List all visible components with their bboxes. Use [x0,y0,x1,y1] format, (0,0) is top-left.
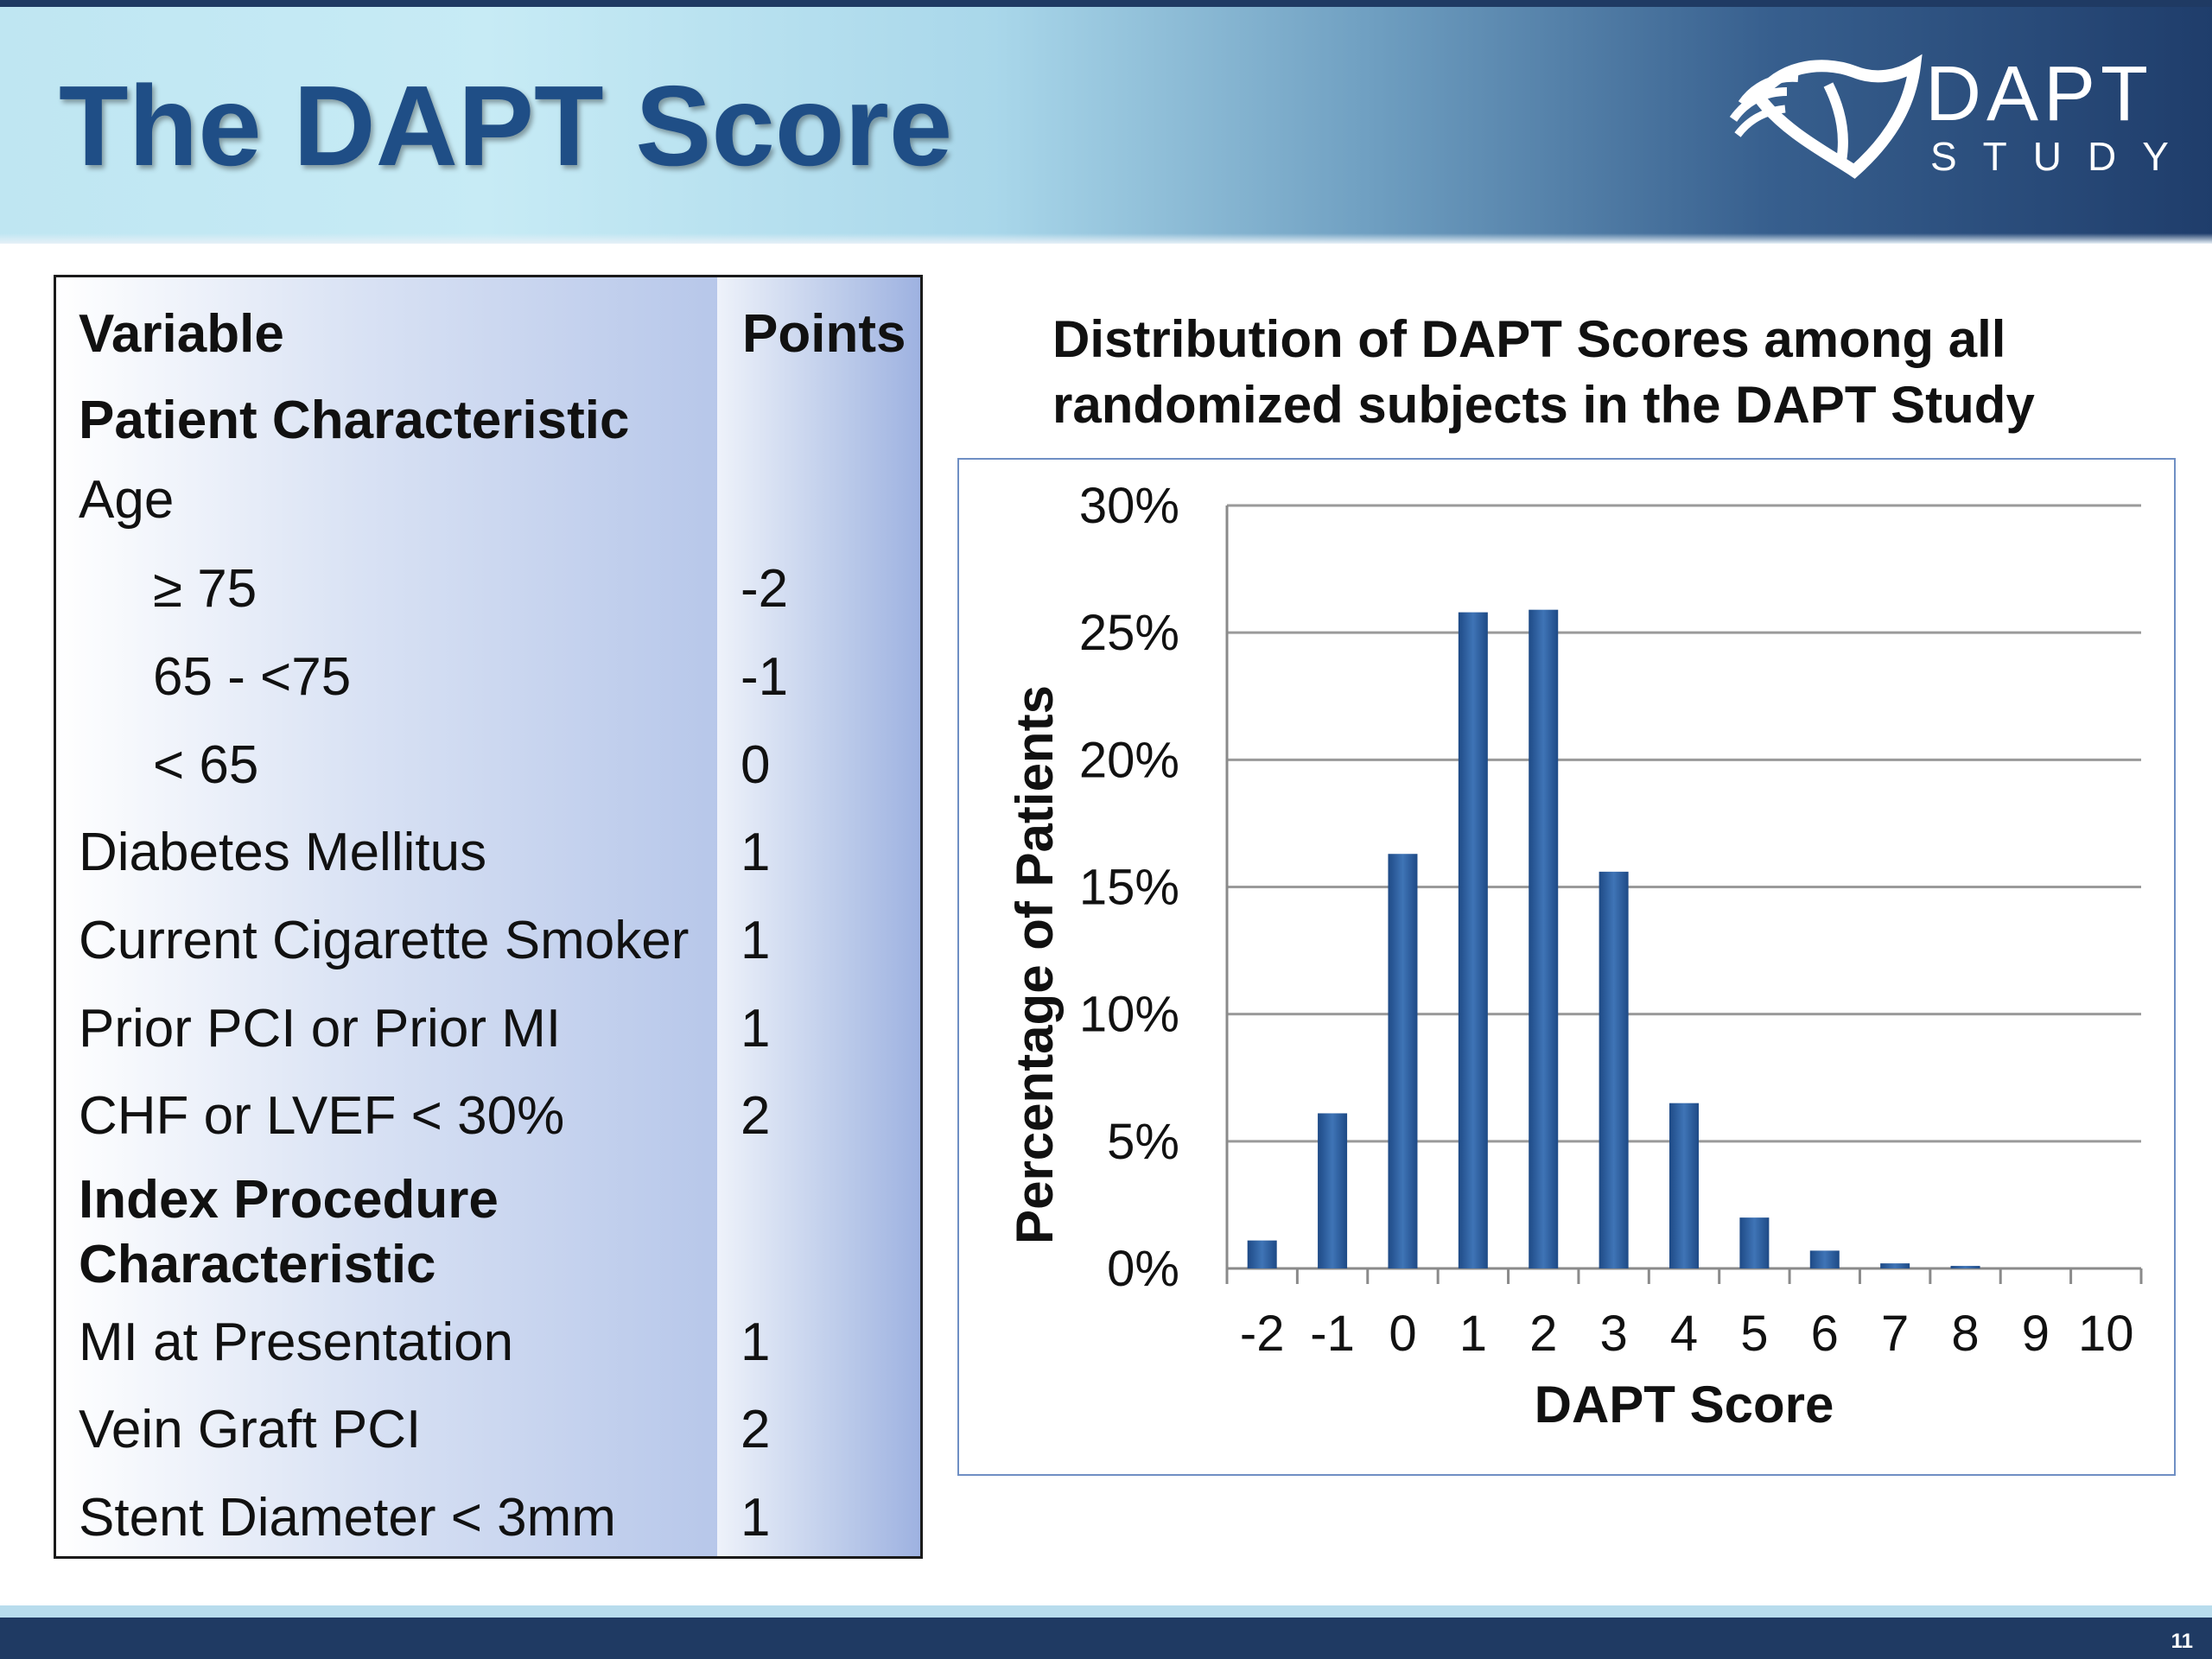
header-bottom-fade [0,233,2212,244]
points-value: 2 [741,1400,771,1459]
chart-title-line-2: randomized subjects in the DAPT Study [1052,376,2035,435]
bar [1247,1240,1277,1268]
bar [1950,1266,1980,1268]
points-value: 1 [741,1488,771,1548]
x-tick-label: -2 [1240,1306,1285,1362]
variable-label: Current Cigarette Smoker [79,911,690,970]
dapt-score-table: Variable Points Patient Characteristic Ag… [54,275,923,1559]
page-number: 11 [2171,1630,2193,1653]
x-tick-label: 7 [1881,1306,1909,1362]
y-axis-title: Percentage of Patients [1006,685,1064,1244]
chart-frame [957,458,2176,1476]
variable-label: Stent Diameter < 3mm [79,1488,616,1548]
points-value: -2 [741,559,789,619]
bar [1388,854,1418,1268]
slide-header: The DAPT Score DAPT STUDY [0,0,2212,244]
dapt-score-distribution-chart: 0% 5% 10% 15% 20% 25% 30% -2 -1 0 1 2 3 4 5 6 7 8 9 10 DAPT … [1006,478,2143,1433]
bar [1669,1103,1699,1268]
x-tick-label: 1 [1459,1306,1487,1362]
chart-title-line-1: Distribution of DAPT Scores among all [1052,310,2006,368]
x-tick-label: 8 [1951,1306,1979,1362]
variable-label: MI at Presentation [79,1313,514,1372]
y-tick-label: 30% [1079,478,1179,534]
x-tick-label: 4 [1670,1306,1698,1362]
variable-label: Index Procedure Characteristic [79,1170,499,1295]
heart-shield-logo-icon [1729,54,1923,179]
x-tick-label: 9 [2022,1306,2050,1362]
points-value: 2 [741,1086,771,1146]
points-value: 1 [741,999,771,1058]
y-tick-label: 20% [1079,732,1179,788]
y-tick-label: 10% [1079,987,1179,1043]
x-tick-label: 10 [2078,1306,2134,1362]
bar [1809,1250,1840,1268]
variable-label: < 65 [153,735,259,795]
header-variable: Variable [79,304,284,364]
header-points: Points [742,304,906,364]
x-tick-label: 6 [1811,1306,1839,1362]
x-tick-label: 3 [1599,1306,1627,1362]
bar [1529,609,1559,1268]
points-value: -1 [741,647,789,707]
variable-label: Vein Graft PCI [79,1400,422,1459]
variable-label: Patient Characteristic [79,391,630,450]
footer-accent-line [0,1605,2212,1618]
points-value: 1 [741,911,771,970]
variable-label: ≥ 75 [153,559,257,619]
points-value: 0 [741,735,771,795]
variable-label: CHF or LVEF < 30% [79,1086,565,1146]
y-tick-label: 15% [1079,860,1179,916]
bar [1458,612,1488,1268]
y-tick-label: 25% [1079,605,1179,661]
variable-label: Diabetes Mellitus [79,823,487,882]
bar [1739,1217,1770,1268]
logo-subtitle: STUDY [1930,134,2195,179]
slide-footer [0,1618,2212,1659]
points-value: 1 [741,823,771,882]
x-tick-label: 0 [1389,1306,1416,1362]
variable-label: Prior PCI or Prior MI [79,999,562,1058]
variable-label: Age [79,470,175,530]
chart-title: Distribution of DAPT Scores among all ra… [1052,307,2176,438]
y-tick-label: 5% [1107,1114,1179,1170]
dapt-study-logo: DAPT STUDY [1725,50,2191,180]
points-value: 1 [741,1313,771,1372]
x-tick-label: 5 [1740,1306,1768,1362]
x-tick-label: -1 [1310,1306,1355,1362]
bar [1880,1263,1910,1268]
points-column-background [717,277,920,1556]
slide-title: The DAPT Score [59,62,953,189]
variable-label: 65 - <75 [153,647,352,707]
x-axis-title: DAPT Score [1535,1376,1834,1433]
y-tick-label: 0% [1107,1241,1179,1297]
bar [1318,1113,1348,1268]
logo-word: DAPT [1925,51,2154,137]
header-top-line [0,0,2212,7]
bar [1599,871,1629,1268]
x-tick-label: 2 [1529,1306,1557,1362]
